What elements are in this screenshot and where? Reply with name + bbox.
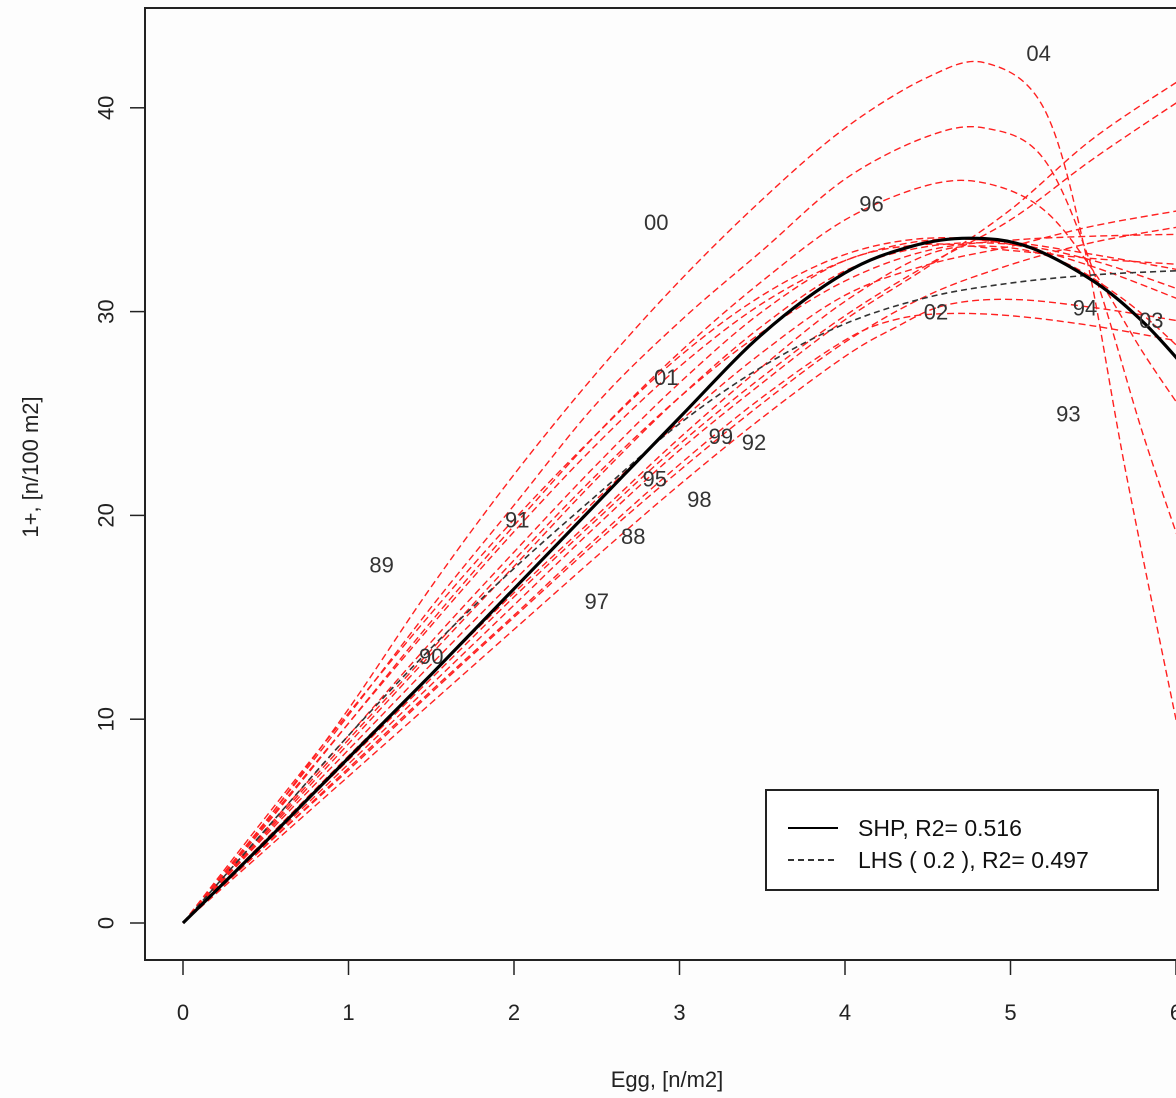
- x-tick-label: 3: [673, 1000, 685, 1025]
- y-tick-label: 30: [94, 299, 119, 323]
- year-labels: 04 00 96 02 94 03 01 93 99 92 95 98 91 88 89 97 90: [369, 41, 1163, 669]
- x-tick-label: 4: [839, 1000, 851, 1025]
- year-label-99: 99: [709, 424, 733, 449]
- year-label-03: 03: [1139, 308, 1163, 333]
- fitted-curves: [181, 236, 1176, 925]
- x-tick-label: 6: [1170, 1000, 1176, 1025]
- x-tick-label: 0: [177, 1000, 189, 1025]
- y-tick-label: 10: [94, 707, 119, 731]
- year-label-92: 92: [742, 430, 766, 455]
- x-axis-title: Egg, [n/m2]: [611, 1067, 724, 1092]
- year-label-88: 88: [621, 524, 645, 549]
- year-label-02: 02: [924, 300, 948, 325]
- year-label-01: 01: [654, 365, 678, 390]
- annual-curve-13: [182, 226, 1176, 924]
- year-label-00: 00: [644, 210, 668, 235]
- annual-curve-10: [182, 312, 1176, 924]
- legend-label-shp: SHP, R2= 0.516: [858, 815, 1022, 841]
- y-axis: 0 10 20 30 40: [94, 96, 146, 929]
- annual-curve-1: [182, 60, 1176, 924]
- annual-curve-11: [182, 298, 1176, 924]
- y-axis-title: 1+, [n/100 m2]: [18, 396, 43, 537]
- year-label-91: 91: [505, 508, 529, 533]
- legend-box: [765, 789, 1159, 891]
- year-label-04: 04: [1026, 41, 1050, 66]
- annual-curve-4: [182, 243, 1176, 924]
- y-tick-label: 0: [94, 917, 119, 929]
- shp-fit-line: [181, 236, 1176, 925]
- year-label-96: 96: [859, 192, 883, 217]
- legend: SHP, R2= 0.516 LHS ( 0.2 ), R2= 0.497: [765, 789, 1159, 891]
- legend-label-lhs: LHS ( 0.2 ), R2= 0.497: [858, 847, 1089, 873]
- x-tick-label: 5: [1004, 1000, 1016, 1025]
- y-tick-label: 20: [94, 503, 119, 527]
- annual-curve-14: [182, 237, 1176, 924]
- y-tick-label: 40: [94, 96, 119, 120]
- x-tick-label: 1: [342, 1000, 354, 1025]
- year-label-95: 95: [642, 467, 666, 492]
- annual-curve-3: [182, 179, 1176, 924]
- year-label-90: 90: [419, 644, 443, 669]
- year-label-97: 97: [585, 589, 609, 614]
- x-axis: 0 1 2 3 4 5 6: [177, 959, 1176, 1025]
- x-tick-label: 2: [508, 1000, 520, 1025]
- year-label-93: 93: [1056, 402, 1080, 427]
- year-label-89: 89: [369, 552, 393, 577]
- annual-curve-8: [182, 81, 1176, 924]
- annual-curve-6: [182, 210, 1176, 924]
- year-label-94: 94: [1073, 296, 1097, 321]
- year-label-98: 98: [687, 487, 711, 512]
